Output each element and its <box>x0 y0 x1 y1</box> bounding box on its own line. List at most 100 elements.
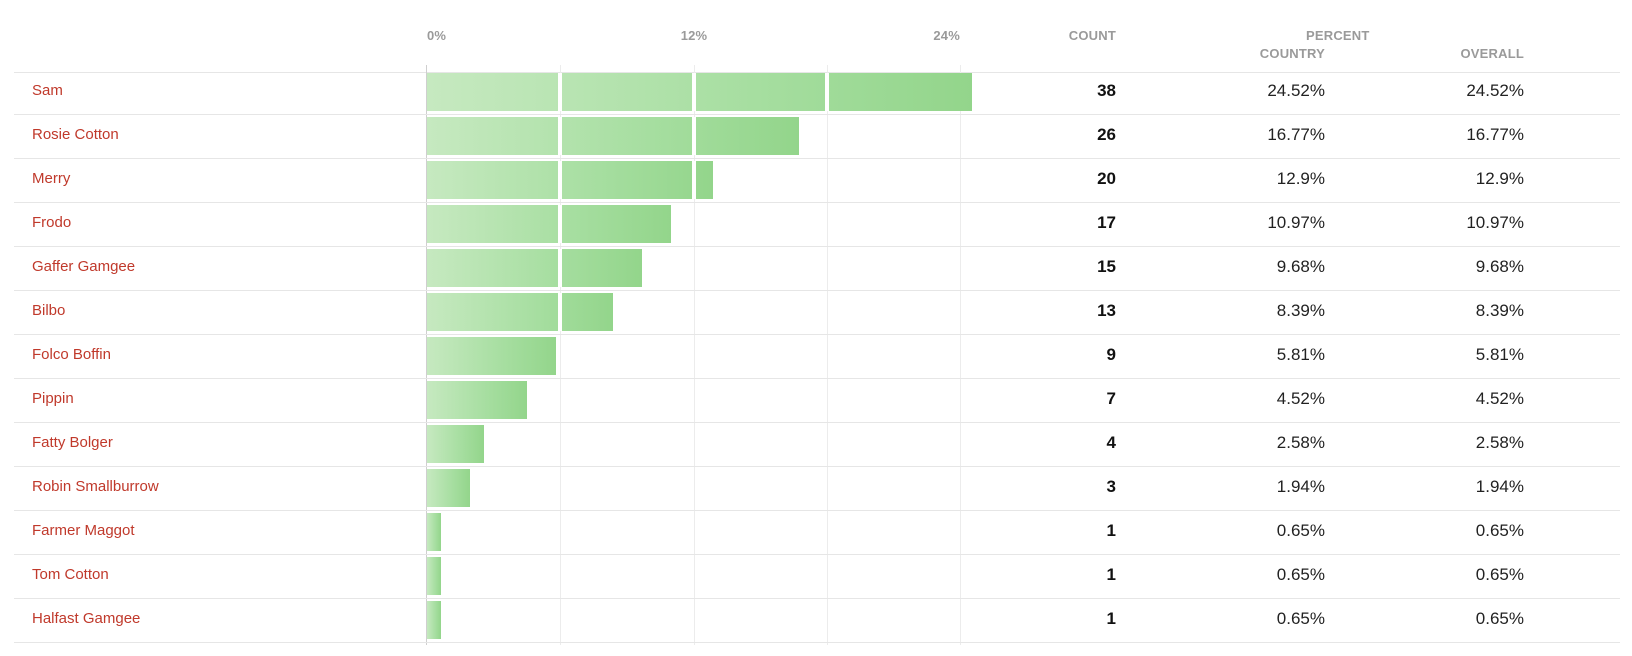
row-name-link[interactable]: Frodo <box>32 214 72 231</box>
bar <box>427 469 471 507</box>
row-count: 20 <box>1097 169 1116 188</box>
row-divider <box>14 510 1620 511</box>
row-percent-country: 1.94% <box>1276 477 1325 496</box>
bar <box>427 73 972 111</box>
row-count: 3 <box>1106 477 1116 496</box>
row-count: 17 <box>1097 213 1116 232</box>
percent-header: PERCENT <box>1306 28 1370 43</box>
row-count: 1 <box>1106 521 1116 540</box>
bar-segment-divider <box>558 161 563 199</box>
row-name-link[interactable]: Folco Boffin <box>32 346 111 363</box>
row-percent-country: 9.68% <box>1276 257 1325 276</box>
gridline <box>960 65 961 645</box>
row-percent-overall: 0.65% <box>1475 521 1524 540</box>
row-percent-overall: 0.65% <box>1475 565 1524 584</box>
row-percent-overall: 0.65% <box>1475 609 1524 628</box>
row-name-link[interactable]: Tom Cotton <box>32 566 109 583</box>
row-divider <box>14 554 1620 555</box>
row-percent-overall: 1.94% <box>1475 477 1524 496</box>
row-percent-country: 2.58% <box>1276 433 1325 452</box>
row-percent-country: 12.9% <box>1276 169 1325 188</box>
row-percent-overall: 2.58% <box>1475 433 1524 452</box>
row-divider <box>14 246 1620 247</box>
row-percent-country: 0.65% <box>1276 609 1325 628</box>
gridline <box>560 65 561 645</box>
row-percent-overall: 10.97% <box>1466 213 1524 232</box>
bar <box>427 601 442 639</box>
row-percent-country: 4.52% <box>1276 389 1325 408</box>
bar <box>427 205 671 243</box>
axis-tick-24: 24% <box>933 28 960 43</box>
row-name-link[interactable]: Robin Smallburrow <box>32 478 159 495</box>
bar-segment-divider <box>558 205 563 243</box>
row-percent-country: 0.65% <box>1276 521 1325 540</box>
row-divider <box>14 466 1620 467</box>
bar <box>427 117 800 155</box>
row-divider <box>14 598 1620 599</box>
row-count: 9 <box>1106 345 1116 364</box>
bar <box>427 381 528 419</box>
row-percent-overall: 12.9% <box>1475 169 1524 188</box>
bar <box>427 513 442 551</box>
row-name-link[interactable]: Rosie Cotton <box>32 126 119 143</box>
bar <box>427 557 442 595</box>
row-percent-country: 5.81% <box>1276 345 1325 364</box>
axis-tick-0: 0% <box>427 28 447 43</box>
bar-segment-divider <box>558 73 563 111</box>
axis-tick-12: 12% <box>680 28 708 43</box>
row-count: 26 <box>1097 125 1116 144</box>
gridline <box>694 65 695 645</box>
row-divider <box>14 378 1620 379</box>
row-count: 38 <box>1097 81 1116 100</box>
row-name-link[interactable]: Fatty Bolger <box>32 434 113 451</box>
row-count: 7 <box>1106 389 1116 408</box>
bar <box>427 249 642 287</box>
row-name-link[interactable]: Bilbo <box>32 302 66 319</box>
row-divider <box>14 334 1620 335</box>
bar-segment-divider <box>558 117 563 155</box>
row-count: 13 <box>1097 301 1116 320</box>
bar-segment-divider <box>824 73 829 111</box>
row-percent-country: 8.39% <box>1276 301 1325 320</box>
row-percent-overall: 24.52% <box>1466 81 1524 100</box>
row-percent-country: 24.52% <box>1267 81 1325 100</box>
row-percent-country: 16.77% <box>1267 125 1325 144</box>
bar-segment-divider <box>691 73 696 111</box>
row-percent-country: 0.65% <box>1276 565 1325 584</box>
row-name-link[interactable]: Sam <box>32 82 63 99</box>
row-divider <box>14 114 1620 115</box>
row-percent-overall: 4.52% <box>1475 389 1524 408</box>
row-name-link[interactable]: Halfast Gamgee <box>32 610 141 627</box>
row-divider <box>14 642 1620 643</box>
row-count: 4 <box>1106 433 1116 452</box>
row-divider <box>14 158 1620 159</box>
row-percent-overall: 16.77% <box>1466 125 1524 144</box>
count-header: COUNT <box>1068 28 1116 43</box>
overall-header: OVERALL <box>1460 46 1524 61</box>
row-name-link[interactable]: Farmer Maggot <box>32 522 135 539</box>
row-divider <box>14 290 1620 291</box>
bar <box>427 161 714 199</box>
bar-segment-divider <box>691 161 696 199</box>
row-percent-country: 10.97% <box>1267 213 1325 232</box>
row-name-link[interactable]: Gaffer Gamgee <box>32 258 136 275</box>
gridline <box>827 65 828 645</box>
header-divider <box>14 72 1620 73</box>
bar <box>427 293 614 331</box>
row-count: 1 <box>1106 565 1116 584</box>
bar <box>427 337 557 375</box>
bar-segment-divider <box>558 293 563 331</box>
row-count: 15 <box>1097 257 1116 276</box>
row-percent-overall: 8.39% <box>1475 301 1524 320</box>
row-percent-overall: 9.68% <box>1475 257 1524 276</box>
row-divider <box>14 202 1620 203</box>
row-percent-overall: 5.81% <box>1475 345 1524 364</box>
bar-segment-divider <box>558 249 563 287</box>
row-name-link[interactable]: Merry <box>32 170 71 187</box>
row-name-link[interactable]: Pippin <box>32 390 74 407</box>
bar-segment-divider <box>691 117 696 155</box>
country-header: COUNTRY <box>1259 46 1325 61</box>
bar <box>427 425 485 463</box>
x-axis-line <box>426 65 427 645</box>
